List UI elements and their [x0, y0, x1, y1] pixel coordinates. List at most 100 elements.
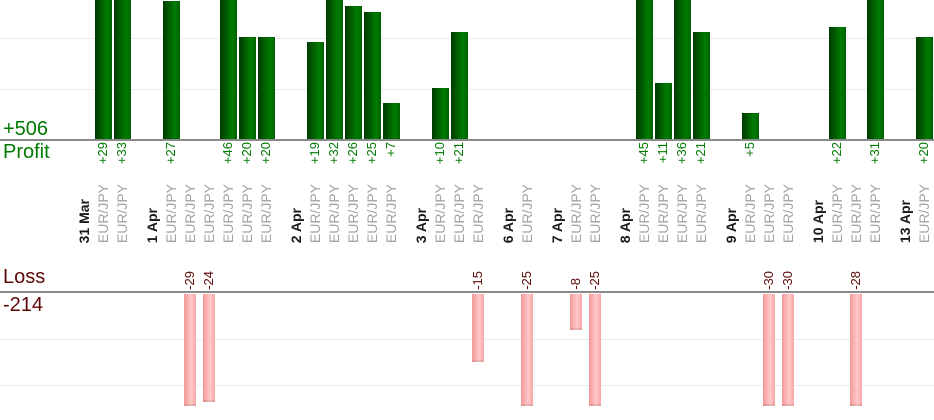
- profit-bar: [673, 0, 691, 139]
- profit-bar: [113, 0, 131, 139]
- profit-bar: [363, 12, 381, 139]
- date-label: 6 Apr: [500, 207, 516, 243]
- profit-axis-line: [0, 139, 934, 141]
- loss-total-value: -214: [3, 294, 44, 316]
- profit-value-label: +26: [345, 142, 360, 165]
- profit-value-label: +36: [674, 142, 689, 165]
- profit-value-label: +20: [239, 142, 254, 165]
- trade-symbol-label: EUR/JPY: [432, 183, 448, 243]
- date-label: 1 Apr: [144, 207, 160, 243]
- loss-value-label: -15: [470, 271, 485, 290]
- profit-bar: [828, 27, 846, 139]
- loss-bar: [850, 294, 862, 406]
- loss-bar: [521, 294, 533, 406]
- trade-symbol-label: EUR/JPY: [239, 183, 255, 243]
- profit-value-label: +20: [258, 142, 273, 165]
- trade-symbol-label: EUR/JPY: [655, 183, 671, 243]
- trade-symbol-label: EUR/JPY: [867, 183, 883, 243]
- profit-total-value: +506: [3, 118, 49, 140]
- profit-bar: [219, 0, 237, 139]
- trade-symbol-label: EUR/JPY: [220, 183, 236, 243]
- profit-value-label: +32: [326, 142, 341, 165]
- loss-bar: [203, 294, 215, 402]
- loss-axis-line: [0, 291, 934, 293]
- trade-symbol-label: EUR/JPY: [201, 183, 217, 243]
- trade-symbol-label: EUR/JPY: [587, 183, 603, 243]
- loss-value-label: -8: [568, 278, 583, 290]
- loss-value-label: -24: [201, 271, 216, 290]
- trade-symbol-label: EUR/JPY: [829, 183, 845, 243]
- trade-symbol-label: EUR/JPY: [114, 183, 130, 243]
- profit-bar: [866, 0, 884, 139]
- profit-value-label: +25: [364, 142, 379, 165]
- loss-bar: [472, 294, 484, 362]
- profit-value-label: +33: [114, 142, 129, 165]
- loss-value-label: -29: [182, 271, 197, 290]
- trade-symbol-label: EUR/JPY: [470, 183, 486, 243]
- trade-symbol-label: EUR/JPY: [519, 183, 535, 243]
- profit-value-label: +11: [655, 142, 670, 164]
- date-label: 9 Apr: [723, 207, 739, 243]
- profit-value-label: +46: [220, 142, 235, 165]
- trade-symbol-label: EUR/JPY: [693, 183, 709, 243]
- loss-bar: [589, 294, 601, 406]
- trade-symbol-label: EUR/JPY: [451, 183, 467, 243]
- date-label: 2 Apr: [288, 207, 304, 243]
- gridline-loss-minus20: [0, 385, 934, 386]
- trade-symbol-label: EUR/JPY: [674, 183, 690, 243]
- trade-symbol-label: EUR/JPY: [326, 183, 342, 243]
- profit-value-label: +19: [307, 142, 322, 165]
- date-label: 31 Mar: [76, 198, 92, 243]
- trade-symbol-label: EUR/JPY: [182, 183, 198, 243]
- trade-symbol-label: EUR/JPY: [636, 183, 652, 243]
- profit-bar: [741, 113, 759, 139]
- profit-axis-label: Profit: [3, 141, 50, 163]
- profit-value-label: +29: [95, 142, 110, 165]
- loss-bar: [763, 294, 775, 406]
- profit-bar: [94, 0, 112, 139]
- profit-bar: [915, 37, 933, 139]
- loss-bar: [184, 294, 196, 406]
- date-label: 3 Apr: [413, 207, 429, 243]
- profit-bar: [306, 42, 324, 139]
- profit-bar: [382, 103, 400, 139]
- profit-value-label: +7: [383, 142, 398, 157]
- loss-value-label: -25: [519, 271, 534, 290]
- profit-value-label: +21: [693, 142, 708, 165]
- trade-symbol-label: EUR/JPY: [916, 183, 932, 243]
- profit-value-label: +5: [742, 142, 757, 157]
- profit-bar: [344, 6, 362, 139]
- trade-symbol-label: EUR/JPY: [761, 183, 777, 243]
- profit-value-label: +20: [916, 142, 931, 165]
- trade-symbol-label: EUR/JPY: [364, 183, 380, 243]
- trade-symbol-label: EUR/JPY: [307, 183, 323, 243]
- loss-value-label: -25: [587, 271, 602, 290]
- profit-bar: [450, 32, 468, 139]
- loss-axis-label: Loss: [3, 266, 46, 288]
- profit-bar: [257, 37, 275, 139]
- trade-symbol-label: EUR/JPY: [848, 183, 864, 243]
- date-label: 7 Apr: [549, 207, 565, 243]
- profit-value-label: +31: [867, 142, 882, 165]
- profit-bar: [654, 83, 672, 139]
- date-label: 10 Apr: [810, 199, 826, 243]
- trade-symbol-label: EUR/JPY: [163, 183, 179, 243]
- profit-value-label: +45: [636, 142, 651, 165]
- profit-bar: [162, 1, 180, 139]
- date-label: 13 Apr: [897, 199, 913, 243]
- trade-symbol-label: EUR/JPY: [345, 183, 361, 243]
- trade-symbol-label: EUR/JPY: [383, 183, 399, 243]
- trade-symbol-label: EUR/JPY: [568, 183, 584, 243]
- loss-value-label: -28: [848, 271, 863, 290]
- profit-value-label: +27: [163, 142, 178, 165]
- profit-bar: [431, 88, 449, 139]
- profit-value-label: +21: [451, 142, 466, 165]
- profit-bar: [692, 32, 710, 139]
- profit-bar: [325, 0, 343, 139]
- loss-bar: [570, 294, 582, 330]
- loss-value-label: -30: [780, 271, 795, 290]
- trade-symbol-label: EUR/JPY: [95, 183, 111, 243]
- trade-symbol-label: EUR/JPY: [258, 183, 274, 243]
- profit-bar: [635, 0, 653, 139]
